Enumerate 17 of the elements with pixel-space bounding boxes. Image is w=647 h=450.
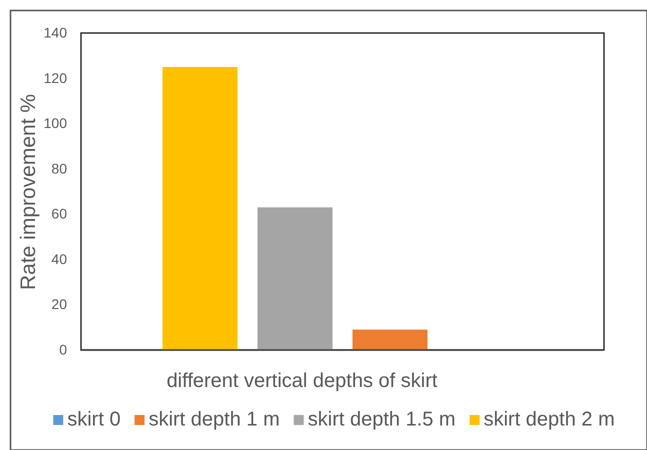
y-tick-label: 140 (44, 24, 68, 40)
legend-label: skirt depth 1.5 m (308, 408, 456, 430)
y-tick-label: 0 (59, 341, 68, 358)
y-tick-label: 20 (51, 296, 68, 312)
bar (352, 330, 428, 350)
y-tick-label: 80 (51, 160, 68, 176)
legend-label: skirt depth 1 m (148, 408, 280, 430)
y-tick-label: 60 (51, 206, 68, 222)
legend-label: skirt 0 (67, 408, 121, 430)
bar (162, 66, 238, 350)
x-axis-title: different vertical depths of skirt (166, 370, 438, 392)
y-axis-title: Rate improvement % (17, 94, 40, 290)
bar (258, 207, 332, 350)
y-tick-label: 100 (44, 115, 68, 132)
y-tick-label: 40 (51, 250, 68, 267)
y-tick-label: 120 (44, 70, 68, 86)
legend-label: skirt depth 2 m (484, 408, 615, 430)
